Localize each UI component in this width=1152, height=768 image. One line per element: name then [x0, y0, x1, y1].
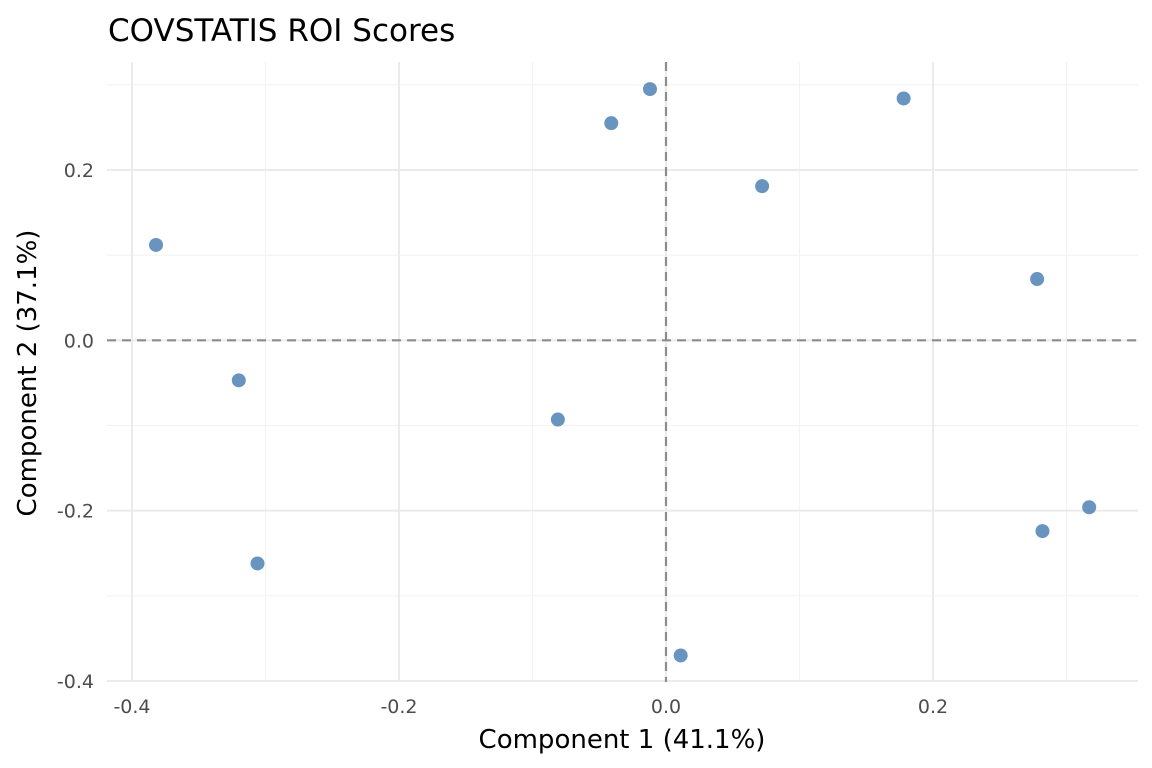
y-tick-label: -0.4 [57, 671, 94, 693]
data-points [149, 82, 1097, 663]
data-point [550, 412, 565, 427]
x-tick-label: 0.0 [651, 696, 681, 718]
data-point [1035, 524, 1050, 539]
data-point [896, 91, 911, 106]
x-axis-title: Component 1 (41.1%) [479, 725, 766, 755]
data-point [755, 179, 770, 194]
y-tick-label: 0.2 [64, 160, 94, 182]
data-point [149, 237, 164, 252]
data-point [1082, 500, 1097, 515]
x-tick-label: 0.2 [918, 696, 948, 718]
x-tick-labels: -0.4 -0.2 0.0 0.2 [113, 696, 948, 718]
data-point [673, 648, 688, 663]
data-point [250, 556, 265, 571]
x-tick-label: -0.2 [380, 696, 417, 718]
data-point [604, 116, 619, 131]
y-tick-labels: -0.4 -0.2 0.0 0.2 [57, 160, 94, 693]
data-point [642, 82, 657, 97]
y-tick-label: 0.0 [64, 330, 94, 352]
data-point [231, 373, 246, 388]
grid-lines [107, 62, 1138, 682]
y-axis-title: Component 2 (37.1%) [13, 230, 43, 517]
x-tick-label: -0.4 [113, 696, 150, 718]
reference-lines [107, 62, 1138, 682]
data-point [1030, 272, 1045, 287]
y-tick-label: -0.2 [57, 501, 94, 523]
chart-title: COVSTATIS ROI Scores [108, 13, 455, 49]
